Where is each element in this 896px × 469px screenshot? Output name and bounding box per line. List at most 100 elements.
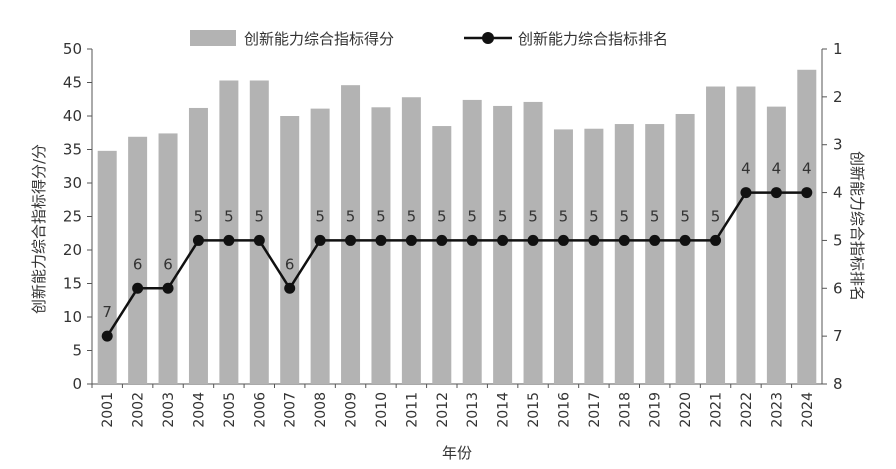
rank-point-2009 bbox=[345, 234, 357, 246]
y2-tick-label: 3 bbox=[833, 136, 843, 154]
y2-tick-label: 4 bbox=[833, 184, 843, 202]
x-tick-label: 2002 bbox=[131, 392, 147, 428]
rank-point-2020 bbox=[679, 234, 691, 246]
x-tick-label: 2010 bbox=[374, 392, 390, 428]
bar-2012 bbox=[432, 126, 452, 385]
rank-data-label: 6 bbox=[285, 255, 295, 273]
rank-data-label: 5 bbox=[376, 207, 386, 225]
x-axis-title: 年份 bbox=[442, 444, 472, 462]
rank-point-2002 bbox=[132, 282, 144, 294]
rank-data-label: 5 bbox=[255, 207, 265, 225]
bar-2006 bbox=[249, 80, 269, 385]
rank-data-label: 5 bbox=[528, 207, 538, 225]
rank-point-2004 bbox=[192, 234, 204, 246]
bar-2023 bbox=[766, 106, 786, 385]
bar-2018 bbox=[614, 124, 634, 384]
bar-2007 bbox=[280, 116, 300, 384]
legend-bar-label: 创新能力综合指标得分 bbox=[244, 30, 394, 48]
y-tick-label: 15 bbox=[63, 275, 82, 293]
bar-2009 bbox=[341, 85, 361, 385]
bar-2020 bbox=[675, 113, 695, 385]
y2-tick-label: 1 bbox=[833, 40, 843, 58]
rank-point-2011 bbox=[405, 234, 417, 246]
bar-2022 bbox=[736, 86, 756, 385]
rank-line bbox=[106, 191, 807, 337]
rank-point-2019 bbox=[649, 234, 661, 246]
x-tick-label: 2014 bbox=[496, 392, 512, 428]
x-tick-label: 2013 bbox=[465, 392, 481, 428]
rank-data-label: 5 bbox=[194, 207, 204, 225]
y-tick-label: 0 bbox=[72, 375, 82, 393]
legend-line-label: 创新能力综合指标排名 bbox=[518, 30, 668, 48]
y-tick-label: 40 bbox=[63, 107, 82, 125]
rank-data-label: 5 bbox=[498, 207, 508, 225]
rank-data-label: 5 bbox=[620, 207, 630, 225]
x-tick-label: 2019 bbox=[648, 392, 664, 428]
rank-point-2013 bbox=[466, 234, 478, 246]
rank-point-2016 bbox=[557, 234, 569, 246]
y2-tick-label: 5 bbox=[833, 231, 843, 249]
bar-2016 bbox=[553, 129, 573, 384]
rank-point-2024 bbox=[801, 187, 813, 199]
y-tick-label: 5 bbox=[72, 342, 82, 360]
bar-2001 bbox=[97, 150, 117, 384]
bar-2004 bbox=[188, 107, 208, 385]
x-tick-label: 2012 bbox=[435, 392, 451, 428]
x-tick-label: 2015 bbox=[526, 392, 542, 428]
y2-tick-label: 6 bbox=[833, 279, 843, 297]
rank-data-label: 6 bbox=[163, 255, 173, 273]
x-tick-label: 2005 bbox=[222, 392, 238, 428]
rank-point-2007 bbox=[284, 282, 296, 294]
rank-point-2021 bbox=[710, 234, 722, 246]
x-tick-label: 2021 bbox=[709, 392, 725, 428]
y-tick-label: 30 bbox=[63, 174, 82, 192]
legend-line-marker bbox=[482, 32, 494, 44]
rank-data-label: 4 bbox=[802, 160, 812, 178]
rank-point-2023 bbox=[770, 187, 782, 199]
rank-data-label: 5 bbox=[559, 207, 569, 225]
x-tick-label: 2018 bbox=[617, 392, 633, 428]
bar-2017 bbox=[584, 128, 604, 384]
y2-tick-label: 2 bbox=[833, 88, 843, 106]
x-tick-label: 2004 bbox=[191, 392, 207, 428]
x-tick-label: 2009 bbox=[344, 392, 360, 428]
rank-point-2017 bbox=[588, 234, 600, 246]
rank-data-label: 5 bbox=[224, 207, 234, 225]
rank-point-2015 bbox=[527, 234, 539, 246]
x-tick-label: 2023 bbox=[769, 392, 785, 428]
y-tick-label: 20 bbox=[63, 241, 82, 259]
rank-point-2001 bbox=[101, 330, 113, 342]
rank-data-label: 5 bbox=[680, 207, 690, 225]
y-tick-label: 25 bbox=[63, 208, 82, 226]
rank-point-2003 bbox=[162, 282, 174, 294]
x-tick-label: 2022 bbox=[739, 392, 755, 428]
x-tick-label: 2016 bbox=[556, 392, 572, 428]
y-tick-label: 35 bbox=[63, 141, 82, 159]
x-tick-label: 2024 bbox=[800, 392, 816, 428]
x-tick-label: 2007 bbox=[283, 392, 299, 428]
rank-point-2010 bbox=[375, 234, 387, 246]
rank-data-label: 5 bbox=[437, 207, 447, 225]
bar-2003 bbox=[158, 133, 178, 384]
rank-data-label: 4 bbox=[741, 160, 751, 178]
rank-data-label: 5 bbox=[407, 207, 417, 225]
rank-data-label: 5 bbox=[589, 207, 599, 225]
x-tick-label: 2008 bbox=[313, 392, 329, 428]
rank-point-2018 bbox=[618, 234, 630, 246]
rank-point-2008 bbox=[314, 234, 326, 246]
rank-point-2012 bbox=[436, 234, 448, 246]
rank-data-label: 4 bbox=[772, 160, 782, 178]
rank-point-2022 bbox=[740, 187, 752, 199]
rank-data-label: 7 bbox=[102, 303, 112, 321]
y2-axis-title: 创新能力综合指标排名 bbox=[848, 151, 866, 301]
x-tick-label: 2006 bbox=[252, 392, 268, 428]
x-tick-label: 2001 bbox=[100, 392, 116, 428]
y2-tick-label: 8 bbox=[833, 375, 843, 393]
y-axis-title: 创新能力综合指标得分/分 bbox=[30, 144, 48, 314]
y-tick-label: 45 bbox=[63, 74, 82, 92]
x-tick-label: 2003 bbox=[161, 392, 177, 428]
bar-2005 bbox=[219, 80, 239, 385]
legend: 创新能力综合指标得分 创新能力综合指标排名 bbox=[190, 30, 668, 48]
y-tick-label: 50 bbox=[63, 40, 82, 58]
